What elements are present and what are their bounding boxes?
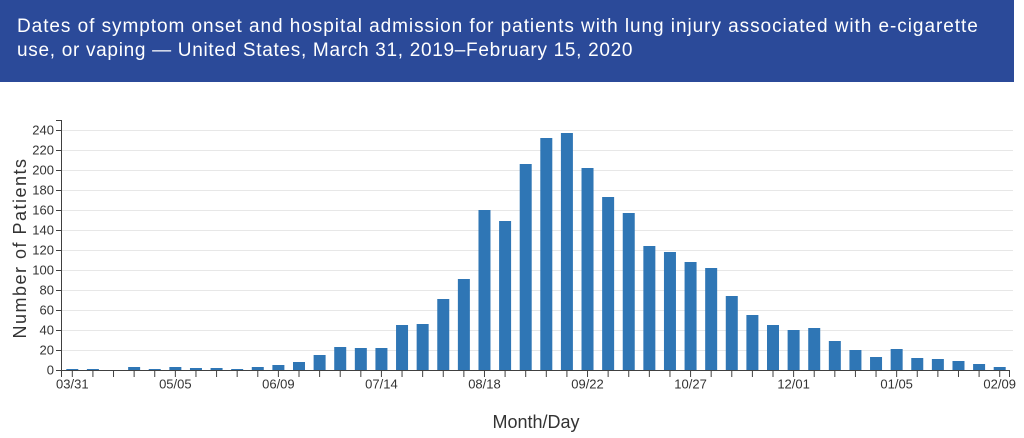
svg-text:80: 80 [40, 283, 54, 298]
svg-text:Number of Patients: Number of Patients [10, 157, 30, 338]
svg-text:60: 60 [40, 303, 54, 318]
svg-text:12/01: 12/01 [777, 377, 810, 392]
svg-text:200: 200 [32, 163, 54, 178]
svg-text:140: 140 [32, 223, 54, 238]
svg-text:220: 220 [32, 143, 54, 158]
svg-text:08/18: 08/18 [468, 377, 501, 392]
svg-text:0: 0 [47, 363, 54, 378]
svg-text:180: 180 [32, 183, 54, 198]
svg-text:120: 120 [32, 243, 54, 258]
svg-text:07/14: 07/14 [365, 377, 398, 392]
svg-text:100: 100 [32, 263, 54, 278]
svg-text:06/09: 06/09 [262, 377, 295, 392]
svg-text:40: 40 [40, 323, 54, 338]
svg-text:160: 160 [32, 203, 54, 218]
svg-text:01/05: 01/05 [880, 377, 913, 392]
svg-text:240: 240 [32, 123, 54, 138]
svg-text:09/22: 09/22 [571, 377, 604, 392]
svg-text:03/31: 03/31 [56, 377, 89, 392]
svg-text:05/05: 05/05 [159, 377, 192, 392]
svg-text:02/09: 02/09 [983, 377, 1016, 392]
svg-text:20: 20 [40, 343, 54, 358]
svg-text:Month/Day: Month/Day [492, 412, 579, 432]
svg-text:10/27: 10/27 [674, 377, 707, 392]
